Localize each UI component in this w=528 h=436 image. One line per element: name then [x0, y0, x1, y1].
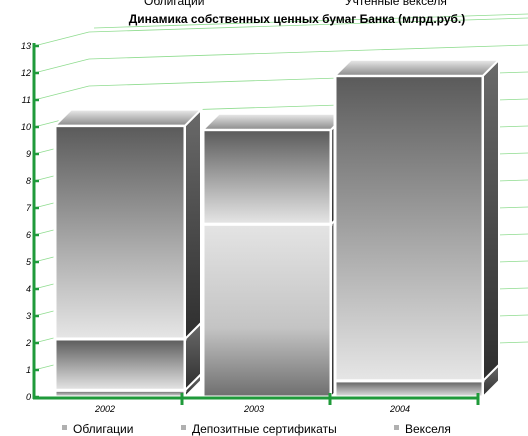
- bar-top-2003: [200, 112, 350, 131]
- y-tick-label: 7: [26, 203, 32, 213]
- bar-segment-2004-2: [333, 74, 485, 383]
- bar-segment-2004-0: [333, 379, 485, 399]
- x-tick-label-2002: 2002: [94, 404, 115, 414]
- bar-side-2004-2: [482, 57, 500, 384]
- top-legend-right: Учтенные векселя: [345, 0, 447, 8]
- y-tick-label: 8: [26, 176, 31, 186]
- bar-segment-2003-2: [201, 128, 333, 226]
- legend-item-bonds: Облигации: [62, 422, 133, 436]
- y-tick-label: 0: [26, 392, 31, 402]
- bar-top-2002: [52, 108, 204, 127]
- legend-item-bills: Векселя: [394, 422, 451, 436]
- bar-segment-2002-1: [53, 337, 187, 392]
- legend-swatch-bonds: [62, 425, 67, 431]
- chart-title: Динамика собственных ценных бумаг Банка …: [129, 12, 466, 26]
- y-tick-label: 11: [22, 95, 31, 105]
- legend-swatch-bills: [394, 425, 399, 431]
- legend-item-deposit-certificates: Депозитные сертификаты: [181, 422, 337, 436]
- x-tick-label-2004: 2004: [389, 404, 410, 414]
- bar-segment-2002-2: [53, 124, 187, 341]
- y-tick-label: 12: [21, 68, 31, 78]
- bars: [52, 57, 502, 400]
- y-tick-label: 3: [26, 311, 31, 321]
- bar-top-2004: [332, 58, 502, 77]
- bar-side-2002-2: [184, 107, 202, 342]
- chart: Облигации Учтенные векселя Динамика собс…: [21, 0, 528, 414]
- legend: Облигации Депозитные сертификаты Векселя: [0, 420, 528, 436]
- legend-label-deposit-certificates: Депозитные сертификаты: [192, 422, 337, 436]
- gridline: [33, 85, 90, 101]
- gridline-back: [88, 17, 528, 33]
- bar-segment-2003-1: [201, 222, 333, 399]
- y-tick-label: 13: [21, 41, 31, 51]
- top-legend-left: Облигации: [144, 0, 204, 8]
- gridline-back: [88, 44, 528, 60]
- y-tick-label: 2: [25, 338, 31, 348]
- y-tick-label: 9: [26, 149, 31, 159]
- legend-label-bonds: Облигации: [73, 422, 134, 436]
- gridline: [33, 58, 90, 74]
- gridline-top: [93, 13, 528, 29]
- y-tick-label: 5: [26, 257, 32, 267]
- y-tick-label: 4: [26, 284, 31, 294]
- y-tick-label: 1: [26, 365, 31, 375]
- legend-label-bills: Векселя: [405, 422, 451, 436]
- y-tick-label: 6: [26, 230, 31, 240]
- legend-swatch-deposit-certificates: [181, 425, 186, 431]
- gridline: [33, 31, 90, 47]
- y-tick-label: 10: [21, 122, 31, 132]
- x-tick-label-2003: 2003: [243, 404, 264, 414]
